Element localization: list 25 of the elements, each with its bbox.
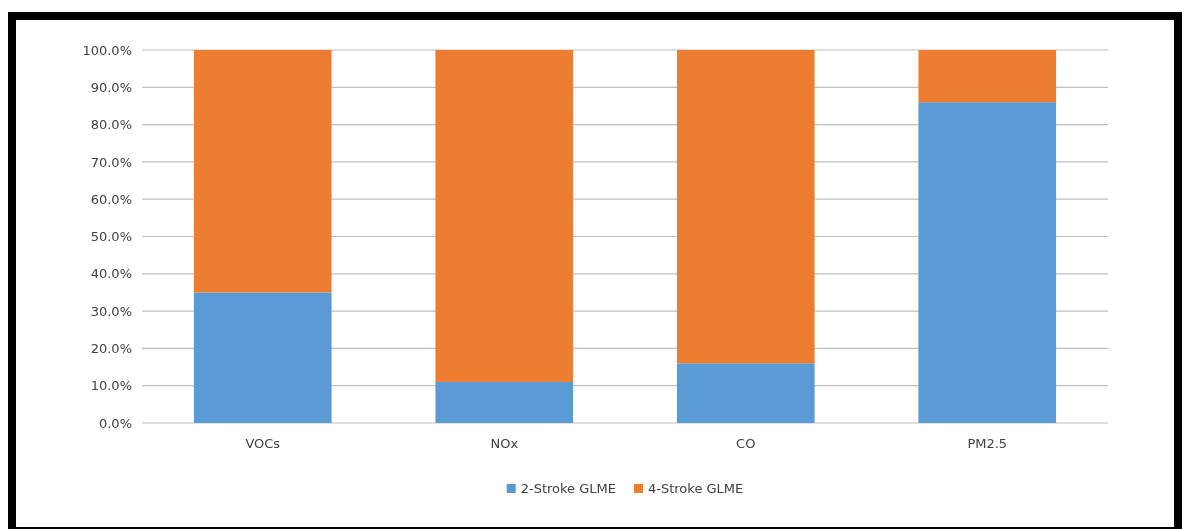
bar [918,50,1057,103]
bar [435,50,574,382]
y-tick-label: 20.0% [90,341,132,357]
y-tick-label: 60.0% [90,191,132,207]
bar [918,102,1057,423]
legend-label: 2-Stroke GLME [520,481,616,496]
y-tick-label: 70.0% [90,154,132,170]
y-tick-label: 90.0% [90,79,132,95]
bar [193,50,332,293]
y-tick-label: 30.0% [90,303,132,319]
bar [676,363,815,423]
y-tick-label: 100.0% [82,42,132,58]
y-tick-label: 10.0% [90,378,132,394]
y-tick-label: 40.0% [90,266,132,282]
bar [676,50,815,364]
y-tick-label: 50.0% [90,229,132,245]
y-tick-label: 0.0% [98,415,132,431]
bar [435,381,574,423]
x-tick-label: NOx [490,436,519,452]
x-tick-label: CO [736,436,756,452]
y-tick-label: 80.0% [90,117,132,133]
x-tick-label: PM2.5 [967,436,1008,452]
legend-label: 4-Stroke GLME [648,481,744,496]
bar [193,292,332,423]
x-tick-label: VOCs [245,436,281,452]
